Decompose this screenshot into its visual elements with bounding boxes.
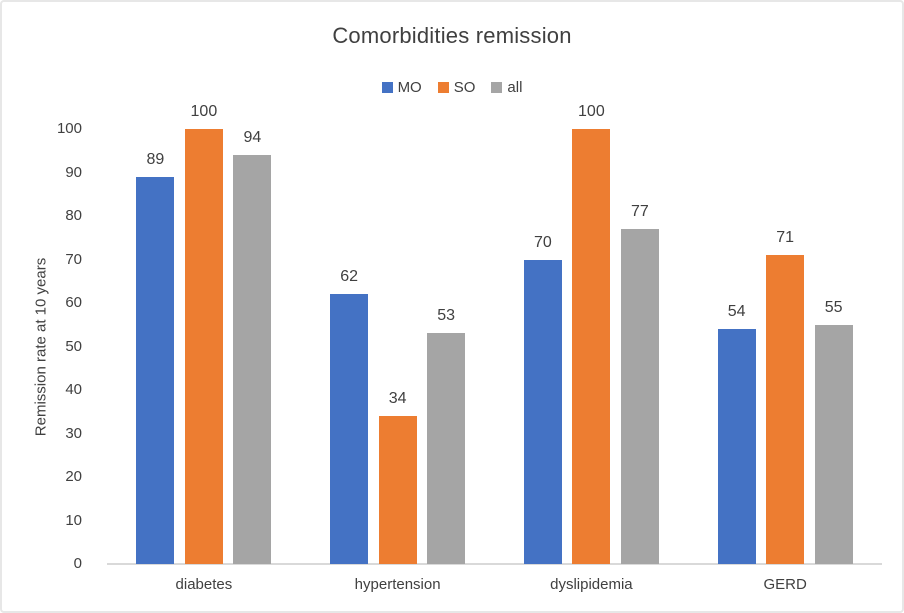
bar-value-label-MO-GERD: 54 xyxy=(727,303,746,321)
legend-swatch-all xyxy=(491,82,503,93)
bar-value-label-SO-diabetes: 100 xyxy=(190,103,218,120)
x-axis-line xyxy=(107,563,882,565)
legend-label-all: all xyxy=(507,79,523,96)
chart-title: Comorbidities remission xyxy=(332,23,572,48)
bar-all-dyslipidemia: 77 xyxy=(620,203,659,564)
bar-MO-GERD: 54 xyxy=(717,303,756,564)
legend-swatch-SO xyxy=(437,82,449,93)
bar-value-label-SO-GERD: 71 xyxy=(776,229,795,247)
bar-value-label-all-diabetes: 94 xyxy=(243,129,262,147)
legend-label-MO: MO xyxy=(397,79,422,96)
bar-SO-dyslipidemia: 100 xyxy=(572,103,611,564)
bar-value-label-MO-diabetes: 89 xyxy=(146,150,165,168)
y-tick-label-10: 10 xyxy=(65,511,82,529)
bar-value-label-all-dyslipidemia: 77 xyxy=(630,203,649,221)
bar-all-diabetes: 94 xyxy=(233,129,272,564)
y-tick-label-50: 50 xyxy=(65,337,82,355)
bar-MO-hypertension: 62 xyxy=(330,268,369,564)
legend-label-SO: SO xyxy=(453,79,476,96)
x-category-label-hypertension: hypertension xyxy=(354,576,441,593)
y-tick-label-90: 90 xyxy=(65,163,82,181)
bar-value-label-SO-hypertension: 34 xyxy=(388,390,407,408)
legend-item-SO: SO xyxy=(437,79,476,96)
bar-all-GERD: 55 xyxy=(814,299,853,564)
legend-item-all: all xyxy=(491,79,522,96)
y-tick-label-30: 30 xyxy=(65,424,82,442)
x-category-label-GERD: GERD xyxy=(763,576,807,593)
y-tick-label-20: 20 xyxy=(65,468,82,485)
bar-MO-dyslipidemia: 70 xyxy=(523,234,562,564)
plot-area: 89 100 94 62 34 53 70 100 77 54 71 55 xyxy=(107,103,882,564)
y-tick-label-0: 0 xyxy=(73,555,82,572)
legend-swatch-MO xyxy=(381,82,393,93)
x-category-label-diabetes: diabetes xyxy=(175,576,233,593)
legend: MO SO all xyxy=(2,79,902,96)
bar-SO-diabetes: 100 xyxy=(184,103,223,564)
bar-value-label-MO-hypertension: 62 xyxy=(340,268,359,286)
y-tick-label-100: 100 xyxy=(56,120,82,137)
bar-SO-GERD: 71 xyxy=(766,229,805,564)
bar-value-label-MO-dyslipidemia: 70 xyxy=(533,233,552,251)
y-tick-label-80: 80 xyxy=(65,207,82,224)
y-tick-label-70: 70 xyxy=(65,250,82,268)
y-tick-label-60: 60 xyxy=(65,294,82,311)
bar-value-label-all-hypertension: 53 xyxy=(437,307,456,325)
bar-SO-hypertension: 34 xyxy=(378,390,417,564)
y-tick-label-40: 40 xyxy=(65,381,82,398)
bar-all-hypertension: 53 xyxy=(427,307,466,564)
bar-value-label-all-GERD: 55 xyxy=(824,298,843,316)
legend-item-MO: MO xyxy=(381,79,422,96)
x-category-label-dyslipidemia: dyslipidemia xyxy=(550,576,633,593)
bar-value-label-SO-dyslipidemia: 100 xyxy=(578,103,605,120)
bar-MO-diabetes: 89 xyxy=(136,151,175,564)
y-axis-title: Remission rate at 10 years xyxy=(32,257,50,437)
